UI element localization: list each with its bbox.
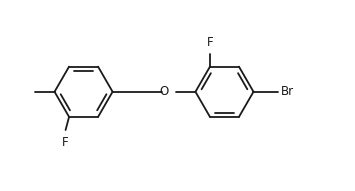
Text: F: F	[207, 36, 213, 49]
Text: F: F	[62, 136, 69, 149]
Text: Br: Br	[280, 85, 294, 98]
Text: O: O	[159, 85, 169, 98]
